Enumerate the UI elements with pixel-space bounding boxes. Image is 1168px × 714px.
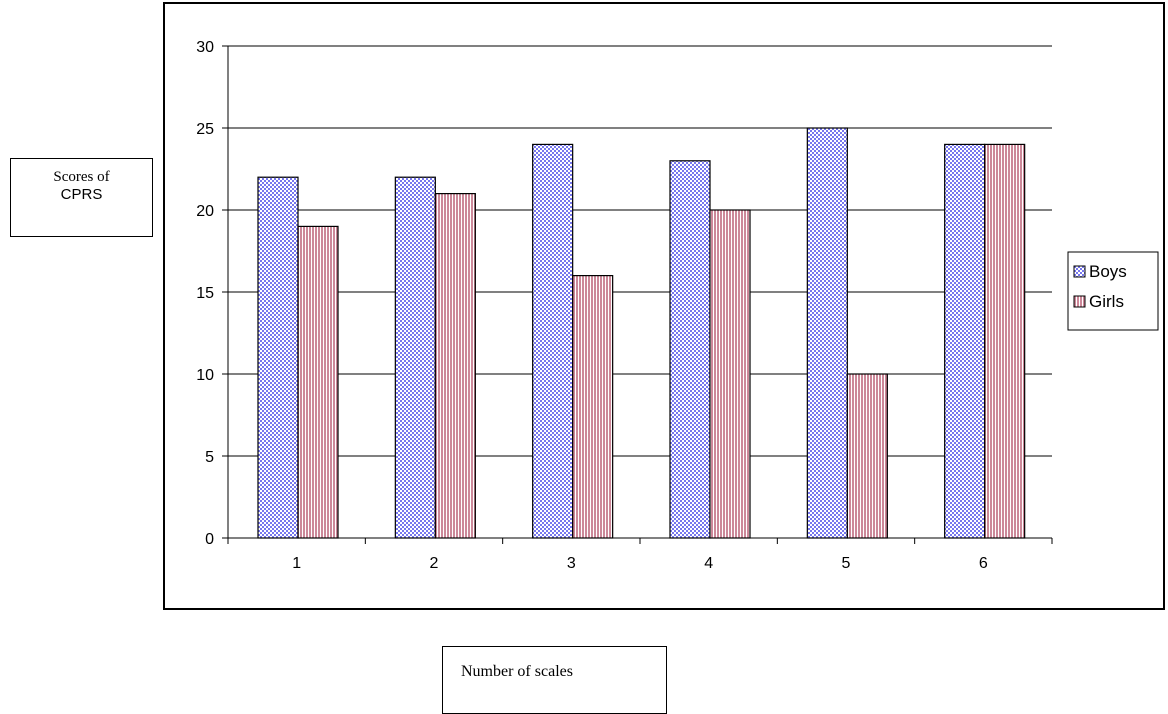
legend-swatch-boys	[1073, 265, 1086, 278]
bar-girls-4	[709, 209, 751, 539]
bar-boys-3	[532, 143, 574, 539]
x-tick-label: 2	[430, 555, 439, 572]
bar-boys-4	[669, 160, 711, 539]
bar-boys-5	[806, 127, 848, 539]
bar-girls-6	[984, 143, 1026, 539]
legend-swatch-girls	[1073, 295, 1086, 308]
y-tick-label: 10	[196, 367, 214, 384]
bar-boys-1	[257, 176, 299, 539]
x-tick-label: 3	[567, 555, 576, 572]
x-tick-label: 6	[979, 555, 988, 572]
legend-box	[1067, 251, 1159, 331]
y-axis-label-line-1: Scores of	[53, 169, 110, 185]
chart-area-border	[163, 2, 1165, 610]
y-tick-label: 5	[205, 449, 214, 466]
y-tick-label: 30	[196, 39, 214, 56]
x-tick-label: 1	[292, 555, 301, 572]
bar-boys-2	[394, 176, 436, 539]
y-tick-label: 0	[205, 531, 214, 548]
legend-label-boys: Boys	[1089, 262, 1127, 281]
y-axis-label-box: Scores of CPRS	[10, 158, 153, 237]
x-tick-label: 4	[704, 555, 713, 572]
legend-label-girls: Girls	[1089, 292, 1124, 311]
bar-girls-2	[434, 193, 476, 539]
y-tick-label: 25	[196, 121, 214, 138]
bar-boys-6	[944, 143, 986, 539]
y-axis-label-line-2: CPRS	[60, 186, 103, 203]
bar-girls-1	[297, 225, 339, 539]
x-tick-label: 5	[842, 555, 851, 572]
bar-girls-5	[846, 373, 888, 539]
bar-girls-3	[572, 275, 614, 539]
y-tick-label: 20	[196, 203, 214, 220]
x-axis-label: Number of scales	[461, 663, 573, 680]
y-tick-label: 15	[196, 285, 214, 302]
